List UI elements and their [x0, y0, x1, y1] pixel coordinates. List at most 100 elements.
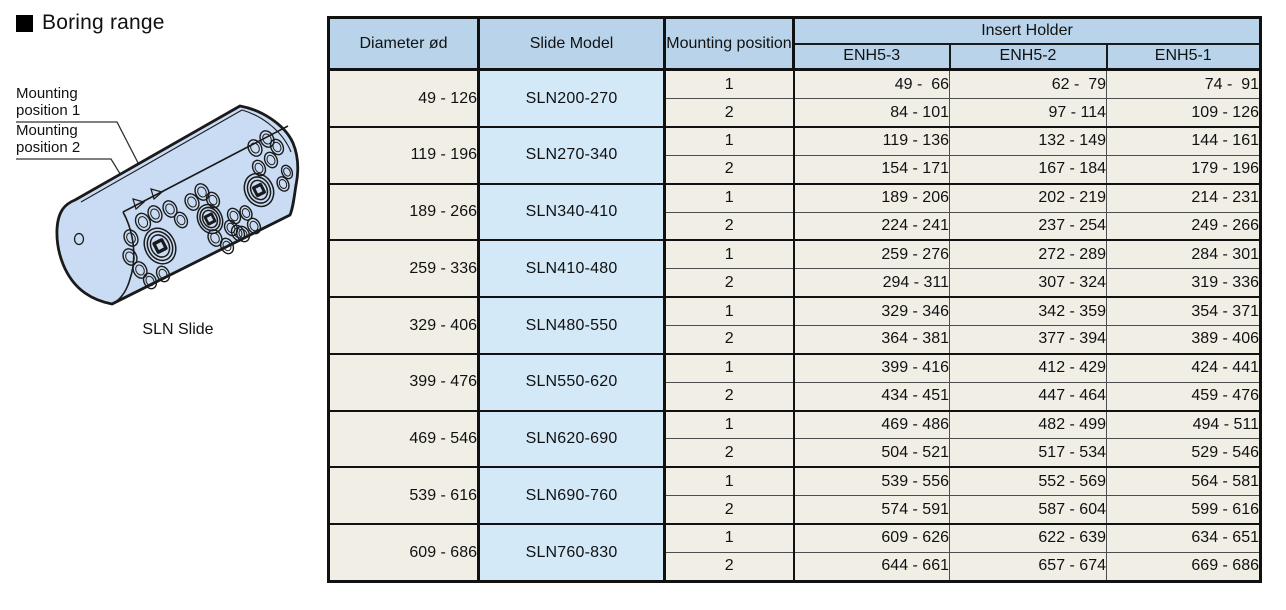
diameter-cell: 329 - 406 [328, 296, 480, 354]
insert-holder-range-cell: 539 - 556 [793, 466, 950, 496]
sln-slide-illustration [16, 104, 300, 306]
insert-holder-range-cell: 669 - 686 [1106, 551, 1261, 582]
mounting-position-2-marker-icon [132, 198, 146, 211]
insert-holder-range-cell: 504 - 521 [793, 438, 950, 468]
diameter-cell: 119 - 196 [328, 125, 480, 184]
insert-holder-range-cell: 599 - 616 [1106, 495, 1261, 524]
insert-holder-range-cell: 412 - 429 [949, 352, 1107, 383]
section-title: Boring range [42, 11, 165, 34]
table-row: 399 - 476 SLN550-620 1 399 - 416 412 - 429 42… [328, 352, 1261, 411]
insert-holder-range-cell: 529 - 546 [1106, 438, 1261, 468]
mounting-position-cell: 2 [664, 438, 795, 468]
insert-holder-range-cell: 179 - 196 [1106, 154, 1261, 184]
insert-holder-range-cell: 354 - 371 [1106, 296, 1261, 326]
insert-holder-range-cell: 552 - 569 [949, 466, 1107, 496]
section-marker-icon [16, 14, 33, 32]
column-header-insert-holder: Insert Holder [793, 17, 1261, 45]
table-body: 49 - 126 SLN200-270 1 49 - 66 62 - 79 74 - 91… [328, 68, 1261, 582]
insert-holder-range-cell: 154 - 171 [793, 154, 950, 184]
slide-model-cell: SLN690-760 [478, 466, 666, 524]
diameter-cell: 539 - 616 [328, 466, 480, 524]
mounting-position-cell: 2 [664, 154, 795, 184]
insert-holder-range-cell: 644 - 661 [793, 551, 950, 582]
insert-holder-range-cell: 657 - 674 [949, 551, 1107, 582]
insert-holder-range-cell: 144 - 161 [1106, 125, 1261, 156]
insert-holder-range-cell: 307 - 324 [949, 268, 1107, 298]
mounting-position-1-label: Mounting position 1 [16, 85, 81, 119]
insert-holder-range-cell: 517 - 534 [949, 438, 1107, 468]
insert-holder-range-cell: 459 - 476 [1106, 381, 1261, 411]
insert-holder-range-cell: 49 - 66 [793, 68, 950, 99]
table-row: 259 - 336 SLN410-480 1 259 - 276 272 - 289 28… [328, 239, 1261, 298]
table-row: 49 - 126 SLN200-270 1 49 - 66 62 - 79 74 - 91 [328, 68, 1261, 127]
insert-holder-range-cell: 342 - 359 [949, 296, 1107, 326]
mounting-position-cell: 2 [664, 495, 795, 524]
column-header-slide-model: Slide Model [478, 17, 666, 71]
insert-holder-range-cell: 364 - 381 [793, 324, 950, 354]
mounting-position-cell: 2 [664, 381, 795, 411]
insert-holder-range-cell: 189 - 206 [793, 182, 950, 213]
insert-holder-range-cell: 389 - 406 [1106, 324, 1261, 354]
insert-holder-range-cell: 214 - 231 [1106, 182, 1261, 213]
illustration-caption: SLN Slide [142, 321, 214, 338]
insert-holder-range-cell: 469 - 486 [793, 409, 950, 439]
insert-holder-range-cell: 284 - 301 [1106, 239, 1261, 269]
diameter-cell: 259 - 336 [328, 239, 480, 298]
insert-holder-range-cell: 119 - 136 [793, 125, 950, 156]
insert-holder-range-cell: 609 - 626 [793, 522, 950, 553]
table-row: 2 84 - 101 97 - 114 109 - 126 [329, 98, 1261, 127]
insert-holder-range-cell: 482 - 499 [949, 409, 1107, 439]
table-row: 189 - 266 SLN340-410 1 189 - 206 202 - 219 21… [328, 182, 1261, 241]
insert-holder-range-cell: 259 - 276 [793, 239, 950, 269]
insert-holder-range-cell: 494 - 511 [1106, 409, 1261, 439]
insert-holder-range-cell: 272 - 289 [949, 239, 1107, 269]
mounting-position-cell: 2 [664, 98, 795, 127]
section-header: Boring range [16, 11, 165, 35]
insert-holder-range-cell: 167 - 184 [949, 154, 1107, 184]
boring-range-table: Diameter ød Slide Model Mounting positio… [327, 16, 1262, 583]
table-row: 539 - 616 SLN690-760 1 539 - 556 552 - 569 56… [328, 466, 1261, 524]
table-row: 2 434 - 451 447 - 464 459 - 476 [329, 381, 1261, 411]
slide-model-cell: SLN480-550 [478, 296, 666, 354]
table-row: 2 224 - 241 237 - 254 249 - 266 [329, 211, 1261, 241]
side-hole [73, 232, 85, 246]
insert-holder-range-cell: 294 - 311 [793, 268, 950, 298]
table-header: Diameter ød Slide Model Mounting positio… [328, 17, 1261, 71]
table-row: 2 574 - 591 587 - 604 599 - 616 [329, 495, 1261, 524]
insert-holder-range-cell: 329 - 346 [793, 296, 950, 326]
mounting-position-1-marker-icon [150, 188, 164, 201]
insert-holder-range-cell: 202 - 219 [949, 182, 1107, 213]
table-row: 329 - 406 SLN480-550 1 329 - 346 342 - 359 35… [328, 296, 1261, 354]
insert-holder-range-cell: 634 - 651 [1106, 522, 1261, 553]
slide-model-cell: SLN760-830 [478, 522, 666, 582]
mounting-position-cell: 1 [664, 296, 795, 326]
column-header-enh5-3: ENH5-3 [793, 43, 951, 71]
diameter-cell: 469 - 546 [328, 409, 480, 468]
mounting-position-2-label: Mounting position 2 [16, 122, 81, 156]
table-row: 119 - 196 SLN270-340 1 119 - 136 132 - 149 14… [328, 125, 1261, 184]
mounting-position-cell: 2 [664, 324, 795, 354]
column-header-mounting-position: Mounting position [664, 17, 795, 71]
insert-holder-range-cell: 564 - 581 [1106, 466, 1261, 496]
insert-holder-range-cell: 574 - 591 [793, 495, 950, 524]
column-header-enh5-2: ENH5-2 [949, 43, 1108, 71]
insert-holder-range-cell: 84 - 101 [793, 98, 950, 127]
insert-pocket-1 [143, 227, 177, 265]
insert-holder-range-cell: 62 - 79 [949, 68, 1107, 99]
insert-holder-range-cell: 74 - 91 [1106, 68, 1261, 99]
slide-body [55, 104, 300, 306]
diameter-cell: 49 - 126 [328, 68, 480, 127]
insert-pocket-2 [196, 203, 224, 235]
insert-holder-range-cell: 587 - 604 [949, 495, 1107, 524]
table-row: 2 504 - 521 517 - 534 529 - 546 [329, 438, 1261, 468]
slide-model-cell: SLN550-620 [478, 352, 666, 411]
insert-holder-range-cell: 237 - 254 [949, 211, 1107, 241]
diameter-cell: 399 - 476 [328, 352, 480, 411]
mounting-position-cell: 1 [664, 125, 795, 156]
insert-holder-range-cell: 399 - 416 [793, 352, 950, 383]
mounting-position-cell: 1 [664, 522, 795, 553]
mounting-position-cell: 1 [664, 68, 795, 99]
insert-holder-range-cell: 377 - 394 [949, 324, 1107, 354]
mounting-position-cell: 2 [664, 268, 795, 298]
